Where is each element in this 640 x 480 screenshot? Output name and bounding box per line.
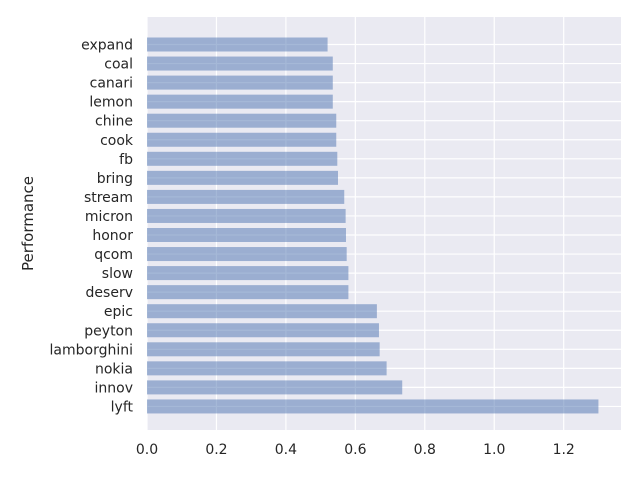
y-tick-label: canari [90,76,133,92]
y-tick-label: lyft [111,399,134,415]
x-tick-label: 0.2 [205,442,227,458]
x-tick-label: 0.8 [414,442,436,458]
y-tick-label: peyton [84,323,133,339]
y-tick-label: lamborghini [50,342,133,358]
y-tick-label: stream [84,190,133,206]
y-tick-label: bring [97,171,133,187]
bar-qcom [147,247,347,262]
y-tick-label: epic [104,304,133,320]
bar-lemon [147,94,333,109]
x-tick-label: 1.0 [483,442,505,458]
bar-epic [147,304,377,319]
bar-cook [147,132,337,147]
bar-stream [147,189,345,204]
y-tick-label: honor [92,228,133,244]
y-tick-label: deserv [86,285,133,301]
y-tick-label: expand [81,38,133,54]
bar-lamborghini [147,342,380,357]
bar-micron [147,208,346,223]
y-tick-label: coal [104,57,133,73]
y-tick-label: qcom [94,247,133,263]
bar-slow [147,266,349,281]
x-tick-labels: 0.0 0.2 0.4 0.6 0.8 1.0 1.2 [136,442,575,458]
bar-chine [147,113,337,128]
y-tick-label: cook [100,133,134,149]
y-tick-label: lemon [89,95,133,111]
y-tick-label: fb [119,152,133,168]
bars [147,37,599,414]
bar-lyft [147,399,599,414]
bar-bring [147,170,338,185]
bar-canari [147,75,333,90]
bar-fb [147,151,338,166]
bar-peyton [147,323,379,338]
bar-innov [147,380,403,395]
bar-deserv [147,285,349,300]
y-tick-labels: expand coal canari lemon chine cook fb bring str… [50,38,134,416]
y-tick-label: chine [95,114,133,130]
y-tick-label: micron [85,209,133,225]
bar-nokia [147,361,387,376]
y-axis-label: Performance [19,176,37,271]
bar-expand [147,37,328,52]
x-tick-label: 1.2 [553,442,575,458]
y-tick-label: slow [102,266,133,282]
x-tick-label: 0.6 [344,442,366,458]
y-tick-label: nokia [95,361,133,377]
y-tick-label: innov [95,380,134,396]
bar-coal [147,56,333,71]
x-tick-label: 0.0 [136,442,158,458]
x-tick-label: 0.4 [275,442,297,458]
bar-honor [147,228,346,242]
